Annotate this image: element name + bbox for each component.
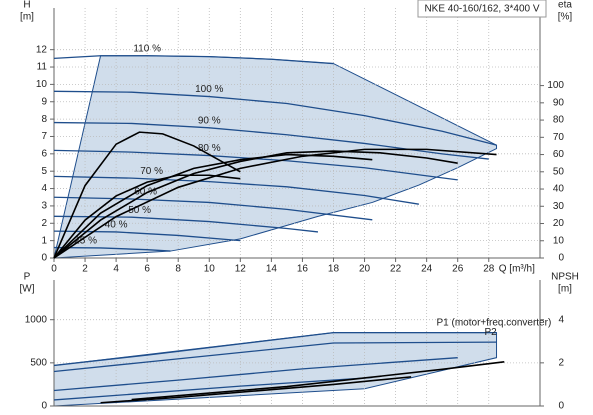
curve [53, 246, 171, 252]
curve [53, 55, 334, 65]
y-tick-label: 6 [41, 148, 47, 159]
y-tick-label: 8 [41, 114, 47, 125]
series-label: 60 % [134, 187, 157, 198]
curve [53, 376, 373, 401]
curve [53, 148, 497, 259]
x-tick-label: 12 [235, 264, 247, 275]
series-label: 70 % [140, 166, 163, 177]
y-axis-label: P [24, 272, 31, 283]
y2-tick-label: 40 [553, 184, 565, 195]
curve [131, 360, 505, 401]
y2-tick-label: 10 [553, 235, 565, 246]
series-label: 90 % [198, 115, 221, 126]
y2-axis-label: eta [558, 0, 572, 11]
x-tick-label: 10 [204, 264, 216, 275]
y2-axis-label: [m] [558, 284, 572, 295]
x-tick-label: 0 [51, 264, 57, 275]
y-tick-label: 0 [41, 253, 47, 264]
x-tick-label: 14 [266, 264, 278, 275]
y-tick-label: 1 [41, 235, 47, 246]
y2-tick-label: 20 [553, 218, 565, 229]
x-tick-label: 24 [421, 264, 433, 275]
y-tick-label: 9 [41, 96, 47, 107]
curve [53, 90, 497, 146]
y-tick-label: 7 [41, 131, 47, 142]
y-tick-label: 12 [36, 44, 48, 55]
y-tick-label: 11 [37, 62, 48, 73]
x-tick-label: 26 [452, 264, 464, 275]
y-tick-label: 3 [41, 201, 47, 212]
series-label: 100 % [195, 84, 223, 95]
y-tick-label: 4 [41, 183, 47, 194]
y2-tick-label: 2 [558, 357, 564, 368]
curve [53, 331, 497, 367]
x-tick-label: 8 [175, 264, 181, 275]
series-label: 110 % [133, 43, 161, 54]
y-axis-label: [W] [20, 284, 35, 295]
curve [100, 376, 412, 404]
y-tick-label: 2 [41, 218, 47, 229]
x-tick-label: 20 [359, 264, 371, 275]
series-label: 25 % [74, 236, 97, 247]
y-tick-label: 10 [36, 79, 48, 90]
curve [53, 230, 241, 242]
curve [53, 175, 419, 205]
curve [53, 341, 497, 373]
y2-tick-label: 0 [558, 253, 564, 264]
y2-axis-label: [%] [558, 12, 573, 23]
title-box [417, 0, 547, 18]
y2-axis-label: NPSH [551, 272, 579, 283]
x-tick-label: 22 [390, 264, 402, 275]
curve [53, 196, 373, 221]
series-label: P2 [485, 327, 498, 338]
y-tick-label: 500 [30, 357, 47, 368]
y2-tick-label: 90 [553, 97, 565, 108]
series-label: P1 (motor+freq.converter) [437, 317, 552, 328]
curve [53, 153, 373, 259]
y2-tick-label: 70 [553, 132, 565, 143]
y2-tick-label: 0 [558, 401, 564, 412]
x-tick-label: 16 [297, 264, 309, 275]
chart-title: NKE 40-160/162, 3*400 V [424, 4, 539, 15]
curve [53, 131, 241, 259]
curve [53, 174, 241, 259]
x-axis-label: Q [m³/h] [499, 264, 535, 275]
y-axis-label: H [23, 0, 30, 11]
y-tick-label: 0 [41, 401, 47, 412]
y2-tick-label: 100 [547, 80, 564, 91]
y-tick-label: 5 [41, 166, 47, 177]
x-tick-label: 18 [328, 264, 340, 275]
y2-tick-label: 4 [558, 314, 564, 325]
x-tick-label: 2 [82, 264, 88, 275]
x-tick-label: 28 [483, 264, 495, 275]
y-tick-label: 1000 [25, 314, 48, 325]
y2-tick-label: 50 [553, 166, 565, 177]
y2-tick-label: 30 [553, 201, 565, 212]
y2-tick-label: 80 [553, 115, 565, 126]
x-tick-label: 4 [113, 264, 119, 275]
y-axis-label: [m] [20, 12, 34, 23]
series-label: 50 % [128, 205, 151, 216]
series-label: 40 % [105, 220, 128, 231]
y2-tick-label: 60 [553, 149, 565, 160]
curve [53, 121, 489, 160]
x-tick-label: 6 [144, 264, 150, 275]
curve [53, 357, 458, 392]
series-label: 80 % [198, 143, 221, 154]
